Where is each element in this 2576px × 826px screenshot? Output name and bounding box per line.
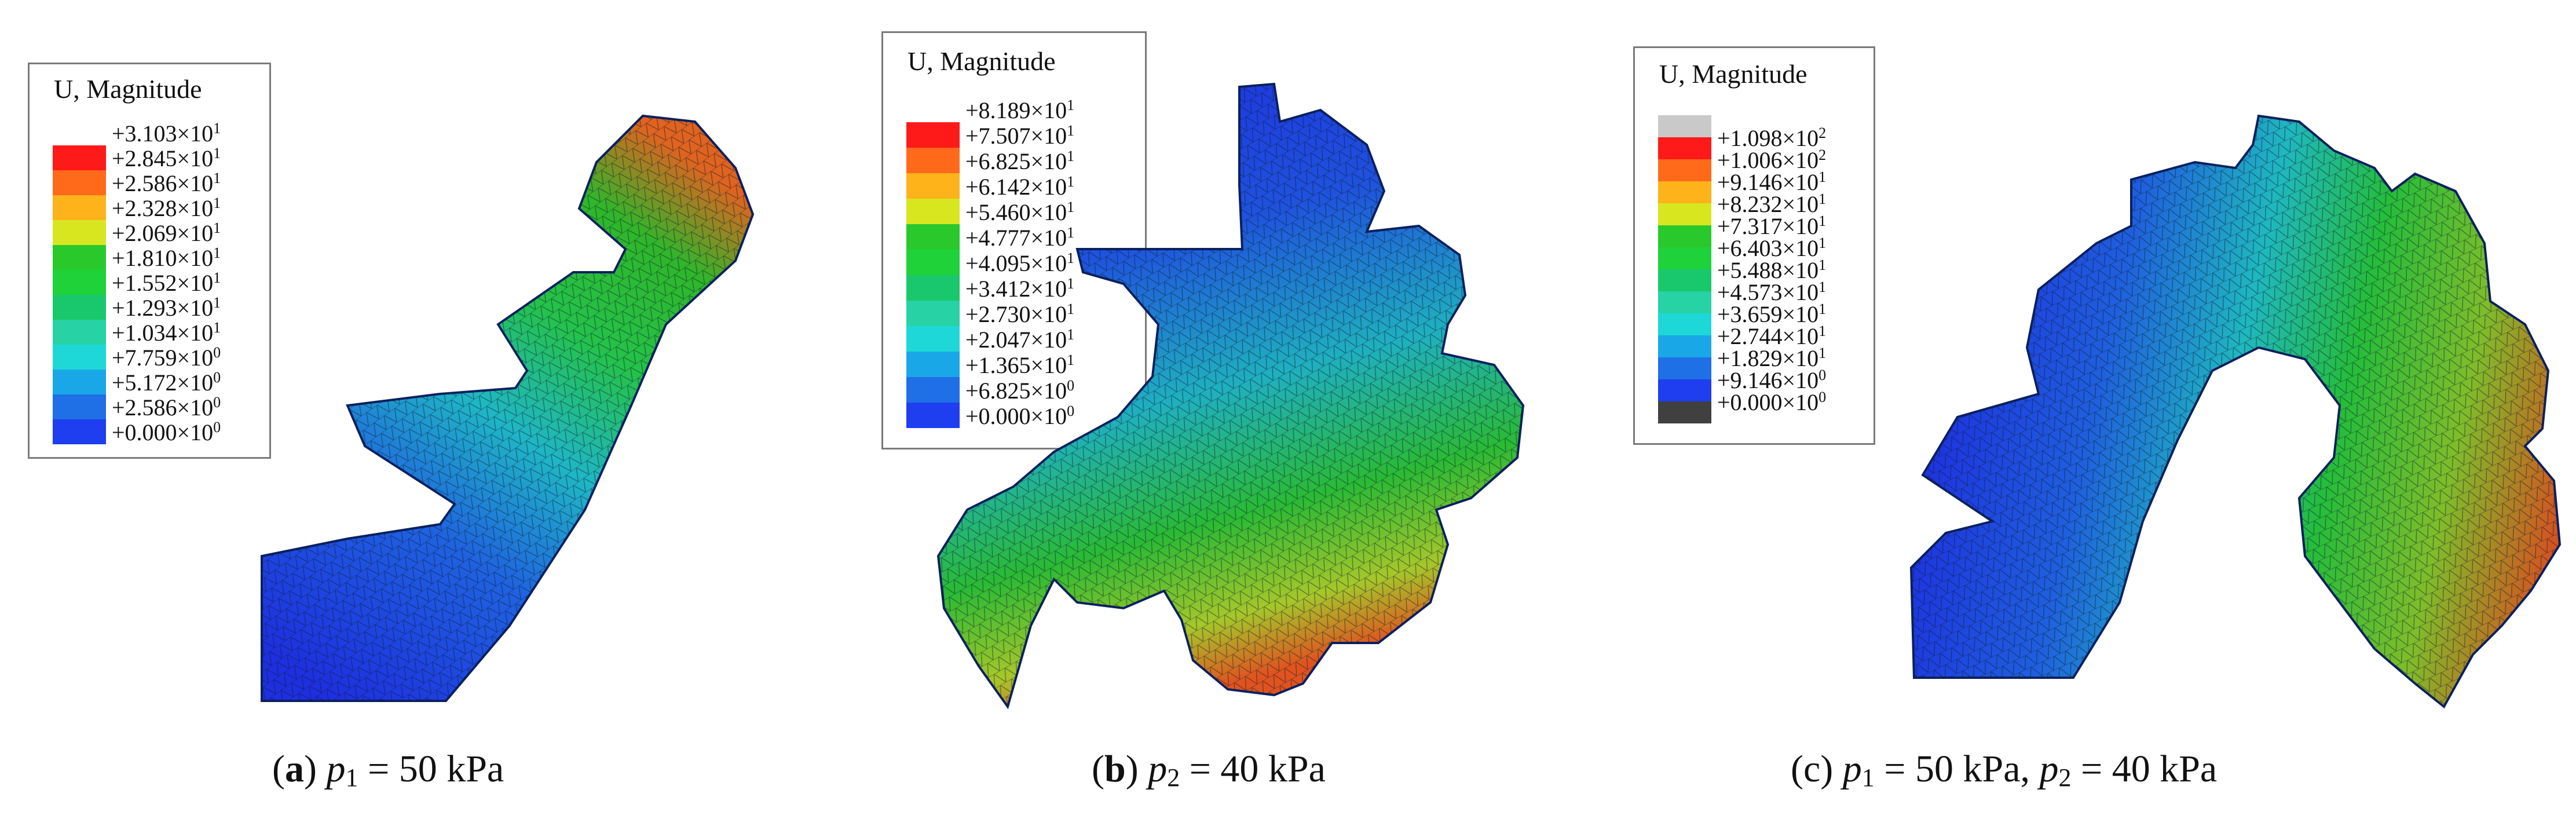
legend-swatch (1658, 379, 1711, 401)
legend-value: +7.759×100 (112, 344, 221, 371)
legend-swatch (906, 122, 960, 148)
legend-swatch (906, 352, 960, 377)
legend-value: +1.293×101 (112, 294, 221, 321)
legend-swatch (1658, 181, 1711, 203)
legend-swatch (1658, 203, 1711, 225)
legend-swatch (906, 275, 960, 301)
legend-value: +4.095×101 (965, 250, 1075, 276)
legend-swatch (1658, 335, 1711, 357)
legend-swatch (906, 224, 960, 250)
legend-swatch (906, 403, 960, 428)
legend-swatch (906, 173, 960, 199)
legend-value: +0.000×100 (112, 419, 221, 445)
legend-title: U, Magnitude (54, 74, 202, 104)
caption-c: (c) p1 = 50 kPa, p2 = 40 kPa (1791, 748, 2218, 792)
legend-value: +3.103×101 (112, 120, 221, 147)
legend-value: +1.552×101 (112, 269, 221, 296)
legend-value: +4.777×101 (965, 224, 1075, 251)
legend-value: +7.507×101 (965, 122, 1075, 149)
legend-swatch (1658, 313, 1711, 335)
legend-value: +8.189×101 (965, 97, 1075, 123)
panel-a: U, Magnitude +3.103×101 +2.845×101 +2.586×… (0, 0, 811, 826)
legend-swatch (53, 344, 106, 370)
legend-swatch (1658, 357, 1711, 379)
legend-c: U, Magnitude +1.098×102 +1.006×102 +9.146×… (1633, 46, 1875, 445)
legend-swatch (53, 220, 106, 245)
legend-value: +2.730×101 (965, 301, 1075, 327)
legend-value: +6.825×100 (965, 377, 1075, 404)
legend-swatch (53, 145, 106, 170)
deformed-actuator-a (261, 114, 755, 702)
legend-value: +9.146×100 (1717, 367, 1827, 393)
legend-value: +2.328×101 (112, 195, 221, 221)
legend-value: +5.460×101 (965, 199, 1075, 225)
legend-swatch (53, 170, 106, 195)
legend-value: +1.829×101 (1717, 345, 1827, 371)
legend-swatch (1658, 291, 1711, 313)
legend-value: +1.006×102 (1717, 147, 1827, 173)
legend-title: U, Magnitude (908, 46, 1056, 76)
legend-swatch (1658, 137, 1711, 159)
legend-swatch (53, 244, 106, 270)
deformed-actuator-c (1909, 114, 2562, 709)
legend-swatch (906, 199, 960, 224)
legend-swatch (1658, 269, 1711, 291)
legend-value: +7.317×101 (1717, 213, 1827, 239)
legend-a: U, Magnitude +3.103×101 +2.845×101 +2.586×… (28, 63, 271, 459)
legend-value: +2.845×101 (112, 145, 221, 171)
legend-value: +1.365×101 (965, 352, 1075, 378)
caption-a: (a) p1 = 50 kPa (272, 748, 504, 792)
legend-swatch (53, 269, 106, 295)
legend-value: +4.573×101 (1717, 279, 1827, 305)
legend-value: +1.098×102 (1717, 125, 1827, 151)
legend-swatch (1658, 159, 1711, 181)
legend-swatch (1658, 225, 1711, 247)
panel-c: U, Magnitude +1.098×102 +1.006×102 +9.146×… (1622, 0, 2576, 826)
legend-value: +6.403×101 (1717, 235, 1827, 261)
legend-value: +2.047×101 (965, 326, 1075, 353)
legend-swatch (1658, 401, 1711, 423)
legend-swatch (1658, 115, 1711, 137)
legend-value: +1.034×101 (112, 319, 221, 346)
legend-value: +2.744×101 (1717, 323, 1827, 349)
legend-swatch (53, 195, 106, 220)
legend-value: +3.412×101 (965, 275, 1075, 302)
legend-value: +0.000×100 (965, 403, 1075, 429)
legend-swatch (53, 419, 106, 444)
legend-value: +5.488×101 (1717, 257, 1827, 283)
legend-value: +1.810×101 (112, 244, 221, 271)
legend-value: +2.069×101 (112, 220, 221, 246)
legend-value: +2.586×101 (112, 170, 221, 196)
legend-swatch (53, 319, 106, 345)
legend-value: +5.172×100 (112, 369, 221, 396)
legend-swatch (53, 369, 106, 394)
legend-swatch (906, 377, 960, 403)
legend-swatch (1658, 247, 1711, 269)
legend-value: +9.146×101 (1717, 169, 1827, 195)
legend-value: +6.825×101 (965, 148, 1075, 174)
legend-b: U, Magnitude +8.189×101 +7.507×101 +6.825×… (881, 31, 1147, 449)
legend-value: +0.000×100 (1717, 389, 1827, 415)
deformed-actuator-b (936, 82, 1525, 710)
legend-swatch (906, 148, 960, 173)
panel-b: U, Magnitude +8.189×101 +7.507×101 +6.825×… (811, 0, 1622, 826)
legend-swatch (906, 250, 960, 275)
legend-value: +6.142×101 (965, 173, 1075, 200)
legend-title: U, Magnitude (1659, 59, 1807, 89)
legend-value: +2.586×100 (112, 394, 221, 421)
legend-value: +8.232×101 (1717, 191, 1827, 217)
legend-swatch (906, 301, 960, 326)
legend-swatch (906, 326, 960, 352)
legend-value: +3.659×101 (1717, 301, 1827, 327)
legend-swatch (53, 294, 106, 320)
legend-swatch (53, 394, 106, 419)
caption-b: (b) p2 = 40 kPa (1092, 748, 1326, 792)
